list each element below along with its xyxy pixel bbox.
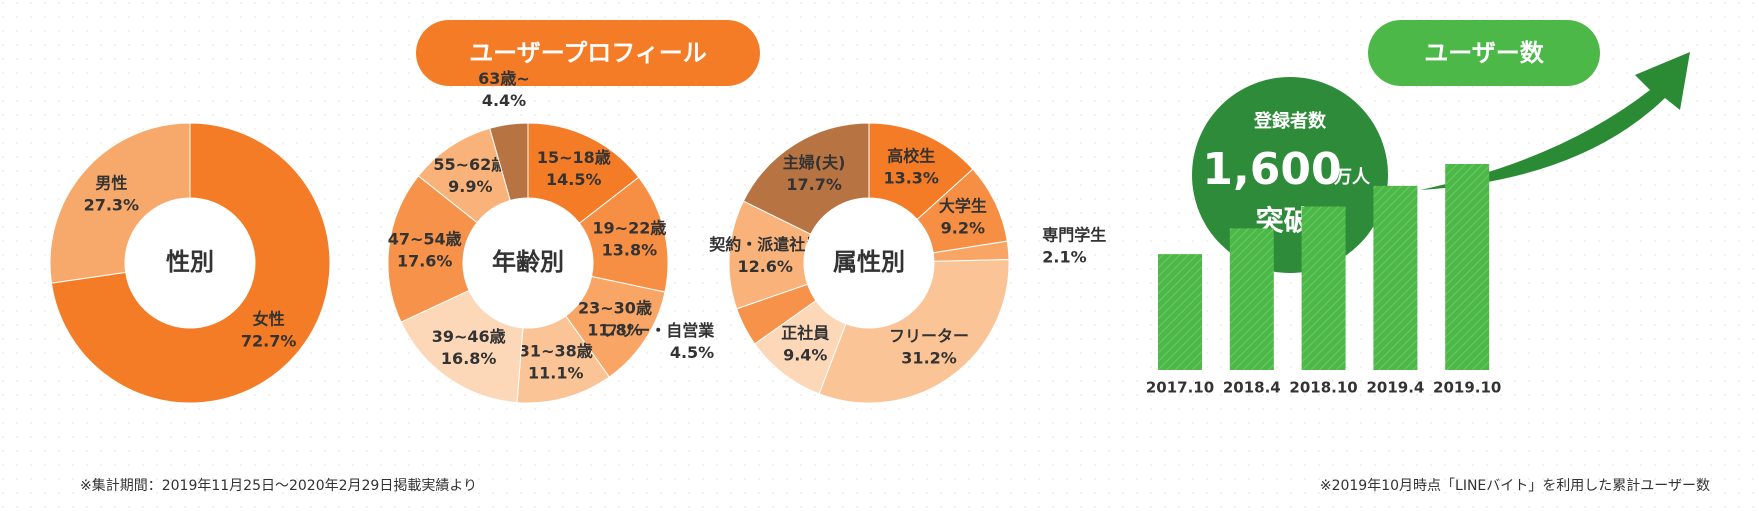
slice-value: 2.1% — [1042, 248, 1086, 267]
x-tick-label: 2019.4 — [1366, 379, 1424, 397]
pie-hole — [125, 198, 255, 328]
badge-unit: 万人 — [1333, 167, 1371, 188]
slice-value: 4.5% — [670, 343, 714, 362]
footnote: ※集計期間：2019年11月25日～2020年2月29日掲載実績より — [80, 477, 477, 494]
slice-value: 17.7% — [786, 175, 842, 194]
slice-value: 27.3% — [84, 195, 140, 214]
slice-label: 23~30歳 — [578, 299, 652, 318]
slice-label: 47~54歳 — [388, 229, 462, 248]
slice-value: 13.8% — [602, 240, 658, 259]
footnote: ※2019年10月時点「LINEバイト」を利用した累計ユーザー数 — [1320, 478, 1710, 494]
slice-label: 31~38歳 — [519, 342, 593, 361]
slice-label: 男性 — [95, 173, 127, 192]
slice-label: 63歳~ — [478, 69, 530, 88]
slice-label: 39~46歳 — [432, 327, 506, 346]
slice-value: 31.2% — [901, 348, 957, 367]
bar — [1301, 206, 1346, 370]
slice-label: フリー・自営業 — [602, 321, 715, 340]
slice-value: 9.2% — [941, 219, 985, 238]
slice-value: 11.1% — [528, 364, 584, 383]
slice-label: 契約・派遣社員 — [708, 235, 821, 254]
slice-value: 9.9% — [448, 177, 492, 196]
pie-hole — [463, 198, 593, 328]
pie-center-label: 性別 — [166, 248, 214, 276]
slice-value: 17.6% — [397, 251, 453, 270]
slice-label: 19~22歳 — [592, 218, 666, 237]
slice-value: 16.8% — [441, 349, 497, 368]
slice-label: 55~62歳 — [433, 155, 507, 174]
growth-arrow — [1420, 52, 1690, 190]
badge-number: 1,600 — [1202, 144, 1341, 195]
slice-value: 4.4% — [482, 91, 526, 110]
x-tick-label: 2017.10 — [1146, 379, 1214, 397]
badge-label: 登録者数 — [1253, 110, 1327, 132]
title-pill — [1368, 20, 1600, 86]
slice-value: 9.4% — [783, 346, 827, 365]
slice-value: 11.8% — [587, 321, 643, 340]
pie-center-label: 年齢別 — [492, 248, 564, 276]
slice-label: 15~18歳 — [537, 148, 611, 167]
slice-label: 大学生 — [939, 197, 987, 216]
title-pill — [416, 20, 760, 86]
slice-label: フリーター — [889, 326, 969, 345]
slice-value: 12.6% — [737, 257, 793, 276]
bar — [1373, 185, 1418, 370]
slice-value: 13.3% — [883, 168, 939, 187]
section-title: ユーザー数 — [1424, 39, 1545, 67]
bar — [1445, 164, 1490, 370]
pie-hole — [804, 198, 934, 328]
pie-center-label: 属性別 — [833, 248, 905, 276]
slice-label: 専門学生 — [1042, 226, 1106, 245]
slice-label: 女性 — [253, 310, 285, 329]
slice-value: 72.7% — [241, 332, 297, 351]
x-tick-label: 2019.10 — [1433, 379, 1501, 397]
x-tick-label: 2018.10 — [1289, 379, 1357, 397]
slice-label: 高校生 — [887, 146, 935, 165]
x-tick-label: 2018.4 — [1223, 379, 1281, 397]
slice-value: 14.5% — [546, 170, 602, 189]
bar — [1229, 228, 1274, 370]
slice-label: 正社員 — [781, 324, 829, 343]
bar — [1158, 254, 1202, 370]
section-title: ユーザープロフィール — [469, 39, 707, 67]
slice-label: 主婦(夫) — [783, 153, 846, 172]
